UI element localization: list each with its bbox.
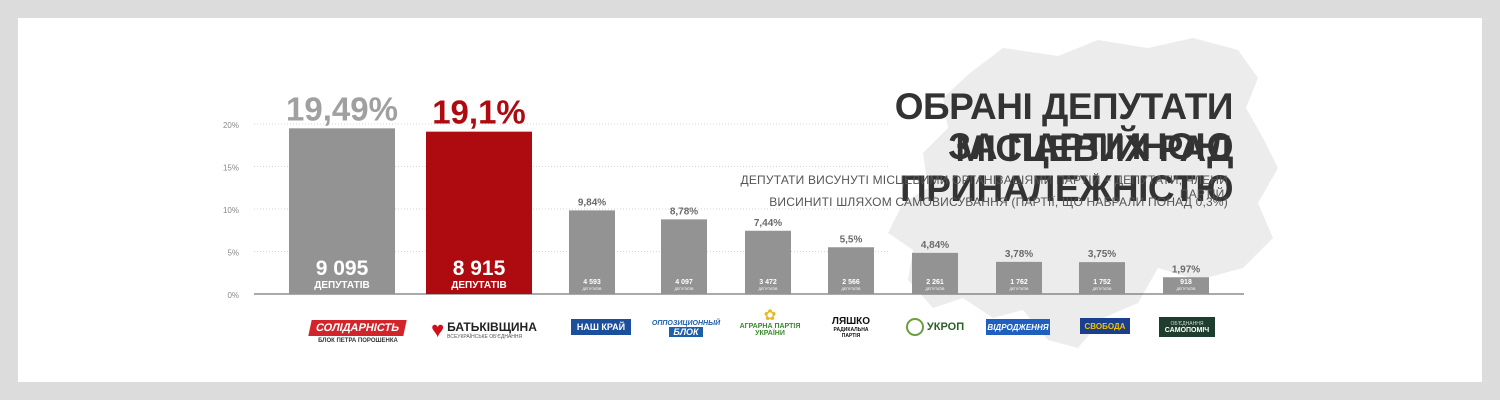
bar-unit-label: ДЕПУТАТІВ [451,280,507,291]
logo-samopomich-sub: ОБ'ЄДНАННЯ [1170,320,1204,327]
bar-unit-label: ДЕПУТАТІВ [1010,287,1030,291]
y-tick-label: 10% [223,206,239,215]
bar [828,247,874,294]
logo-opposition-block-name: ОППОЗИЦИОННЫЙ [651,319,721,327]
bar-count-label: 1 752 [1093,279,1111,286]
ukrop-emblem-icon [905,318,924,336]
y-tick-label: 5% [227,249,239,258]
logo-samopomich-name: САМОПОМІЧ [1164,326,1210,334]
logo-agrarian-party: ✿ АГРАРНА ПАРТІЯ УКРАЇНИ [734,302,806,342]
bar-unit-label: ДЕПУТАТІВ [759,287,779,291]
logo-svoboda-name: СВОБОДА [1084,321,1126,331]
sunflower-icon: ✿ [763,306,777,324]
logo-nash-krai: НАШ КРАЙ [571,319,631,335]
chart-subtitle-line-1: ДЕПУТАТИ ВИСУНУТІ МІСЦЕВИМИ ОРГАНІЗАЦІЯМ… [740,173,1228,201]
bar [996,261,1042,294]
y-tick-label: 15% [223,164,239,173]
logo-solidarnist-name: СОЛІДАРНІСТЬ [308,320,408,336]
logo-ukrop: УКРОП [902,316,968,338]
bar [569,210,615,294]
bar [661,219,707,294]
bar-percent-label: 3,78% [1005,249,1033,260]
bar-percent-label: 1,97% [1172,264,1200,275]
bar-percent-label: 9,84% [578,197,606,208]
bar-unit-label: ДЕПУТАТІВ [314,280,370,291]
logo-vidrodzhennia-name: ВІДРОДЖЕННЯ [987,322,1049,332]
bar-count-label: 4 097 [675,279,693,286]
bar-unit-label: ДЕПУТАТІВ [926,287,946,291]
bar [426,131,532,294]
logo-ukrop-name: УКРОП [926,321,965,333]
chart-title-line-2: ЗА ПАРТІЙНОЮ ПРИНАЛЕЖНІСТЮ [900,126,1233,209]
y-tick-label: 20% [223,121,239,130]
bar-count-label: 3 472 [759,279,777,286]
infographic-frame: ОБРАНІ ДЕПУТАТИ МІСЦЕВИХ РАД ЗА ПАРТІЙНО… [18,18,1482,382]
bar-percent-label: 5,5% [840,234,863,245]
ukraine-map-icon [888,38,1278,348]
bar-count-label: 9 095 [316,257,369,280]
chart-title-line-1: ОБРАНІ ДЕПУТАТИ МІСЦЕВИХ РАД [894,86,1234,169]
bar-unit-label: ДЕПУТАТІВ [583,287,603,291]
bar-count-label: 2 261 [926,279,944,286]
bar-percent-label: 3,75% [1088,249,1116,260]
logo-batkivshchyna: ♥ БАТЬКІВЩИНА ВСЕУКРАЇНСЬКЕ ОБ'ЄДНАННЯ [414,316,554,344]
bar [289,128,395,294]
logo-batkivshchyna-name: БАТЬКІВЩИНА [447,320,537,334]
bar-count-label: 8 915 [453,257,506,280]
logo-agrarian-party-sub: УКРАЇНИ [755,329,785,337]
y-tick-label: 0% [227,291,239,300]
bar-count-label: 2 566 [842,279,860,286]
bar-count-label: 4 593 [583,279,601,286]
bar-percent-label: 8,78% [670,206,698,217]
bar-chart: 0%5%10%15%20% 19,49%9 095ДЕПУТАТІВ19,1%8 … [223,90,1244,300]
logo-batkivshchyna-sub: ВСЕУКРАЇНСЬКЕ ОБ'ЄДНАННЯ [447,334,523,340]
bar [1079,262,1125,294]
bar [745,230,791,294]
logo-opposition-block-sub: БЛОК [669,326,703,337]
bar-count-label: 1 762 [1010,279,1028,286]
logo-vidrodzhennia: ВІДРОДЖЕННЯ [986,319,1050,335]
logo-solidarnist: СОЛІДАРНІСТЬ БЛОК ПЕТРА ПОРОШЕНКА [300,318,416,346]
logo-agrarian-party-name: АГРАРНА ПАРТІЯ [739,322,801,330]
logo-nash-krai-name: НАШ КРАЙ [576,322,626,332]
logo-samopomich: ОБ'ЄДНАННЯ САМОПОМІЧ [1159,317,1215,337]
logo-solidarnist-sub: БЛОК ПЕТРА ПОРОШЕНКА [318,338,398,344]
bar-percent-label: 19,1% [432,94,526,131]
bar-unit-label: ДЕПУТАТІВ [842,287,862,291]
bar-percent-label: 19,49% [286,90,398,127]
logo-svoboda: СВОБОДА [1080,318,1130,334]
bar-percent-label: 4,84% [921,240,949,251]
logo-opposition-block: ОППОЗИЦИОННЫЙ БЛОК [651,317,721,339]
bar-unit-label: ДЕПУТАТІВ [1177,287,1197,291]
bar-unit-label: ДЕПУТАТІВ [675,287,695,291]
bar-count-label: 918 [1180,279,1192,286]
logo-lyashko-sub: РАДИКАЛЬНА ПАРТІЯ [833,326,869,339]
bar [912,252,958,294]
chart-subtitle-line-2: ВИСИНИТІ ШЛЯХОМ САМОВИСУВАННЯ (ПАРТІЇ, Щ… [769,195,1228,209]
bar-percent-label: 7,44% [754,218,782,229]
bar [1163,277,1209,294]
logo-lyashko: ЛЯШКО РАДИКАЛЬНА ПАРТІЯ [826,311,876,343]
logo-lyashko-name: ЛЯШКО [831,315,871,327]
bar-unit-label: ДЕПУТАТІВ [1093,287,1113,291]
heart-icon: ♥ [431,317,445,342]
